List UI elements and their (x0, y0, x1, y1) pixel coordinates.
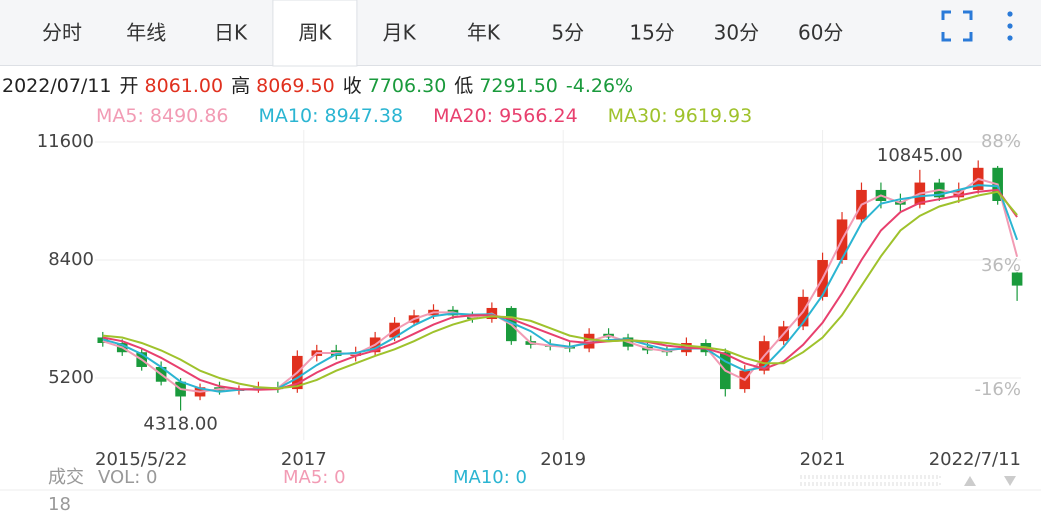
more-icon[interactable] (1007, 11, 1013, 41)
annotation: 4318.00 (143, 414, 217, 435)
volume-vol: VOL: 0 (98, 467, 157, 488)
tab-selected (272, 0, 358, 67)
scroll-up[interactable] (964, 476, 976, 486)
volume-axis-label: 18 (48, 494, 71, 512)
fullscreen-icon[interactable] (941, 10, 973, 42)
quote-change: -4.26% (566, 75, 633, 97)
quote-line: 2022/07/11 开 8061.00 高 8069.50 收 7706.30 低 7291.… (2, 75, 633, 97)
legend-entry: MA20: 9566.24 (433, 105, 578, 127)
x-tick-label: 2017 (281, 449, 327, 470)
volume-title: 成交 (48, 467, 84, 488)
y2-tick-label: 36% (981, 255, 1021, 276)
y-tick-label: 5200 (48, 367, 94, 388)
tab[interactable]: 60分 (798, 21, 843, 45)
y-tick-label: 8400 (48, 249, 94, 270)
scroll-down[interactable] (1004, 476, 1016, 486)
legend-entry: MA30: 9619.93 (608, 105, 753, 127)
tab[interactable]: 分时 (42, 21, 82, 45)
volume-scroll (799, 475, 1016, 486)
ma-line (102, 190, 1018, 390)
quote-label: 开 (120, 75, 139, 97)
quote-value: 8061.00 (145, 75, 224, 97)
quote-value: 7706.30 (368, 75, 447, 97)
quote-label: 低 (454, 75, 473, 97)
tab[interactable]: 年线 (126, 21, 166, 45)
ma-line (102, 177, 1019, 393)
candle-body (1011, 272, 1023, 286)
ma-legend: MA5: 8490.86 MA10: 8947.38 MA20: 9566.24 MA… (96, 105, 752, 127)
y2-tick-label: 88% (981, 131, 1021, 152)
volume-ma10: MA10: 0 (453, 467, 527, 488)
quote-label: 收 (343, 75, 362, 97)
x-tick-label: 2022/7/11 (929, 449, 1021, 470)
legend-entry: MA5: 8490.86 (96, 105, 229, 127)
annotation: 10845.00 (877, 145, 963, 166)
tab[interactable]: 15分 (629, 21, 674, 45)
tab[interactable]: 日K (214, 21, 248, 45)
tab[interactable]: 30分 (714, 21, 759, 45)
tabs: 分时 年线 日K 周K 月K 年K 5分 15分 30分 60分 (42, 0, 843, 67)
legend-entry: MA10: 8947.38 (259, 105, 404, 127)
quote-value: 8069.50 (256, 75, 335, 97)
x-tick-label: 2021 (800, 449, 846, 470)
tab[interactable]: 月K (383, 21, 417, 45)
x-tick-label: 2019 (540, 449, 586, 470)
quote-label: 高 (231, 75, 250, 97)
volume-legend: 成交 VOL: 0 MA5: 0 MA10: 0 (48, 467, 527, 488)
ma-line (102, 184, 1019, 393)
volume-ma5: MA5: 0 (283, 467, 346, 488)
tab[interactable]: 5分 (551, 21, 584, 45)
y-tick-label: 11600 (37, 131, 94, 152)
tab-bar (0, 0, 1041, 66)
y2-tick-label: -16% (974, 379, 1021, 400)
x-tick-label: 2015/5/22 (95, 449, 187, 470)
plot: 5200 8400 11600 -16% 36% 88% 2015/5/22 2017 2019… (37, 130, 1023, 470)
quote-date: 2022/07/11 (2, 75, 112, 97)
quote-value: 7291.50 (479, 75, 558, 97)
ma-line (102, 188, 1018, 391)
tab[interactable]: 周K (298, 21, 332, 45)
tab[interactable]: 年K (467, 21, 501, 45)
